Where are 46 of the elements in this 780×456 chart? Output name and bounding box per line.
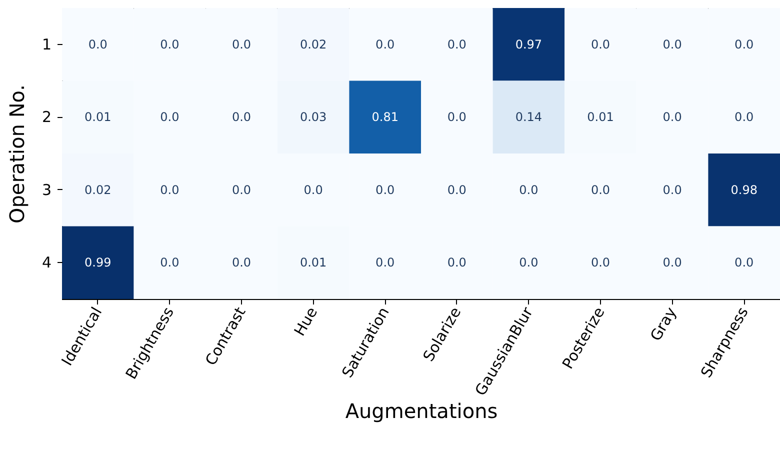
data-label: 0.0	[376, 256, 395, 270]
data-label: 0.02	[300, 37, 327, 52]
data-label: 0.0	[160, 110, 180, 124]
data-label: 0.01	[300, 256, 327, 270]
data-label: 0.0	[447, 110, 466, 124]
data-label: 0.99	[84, 256, 112, 270]
data-label: 0.0	[88, 37, 108, 52]
x-axis-title: Augmentations	[345, 399, 498, 424]
data-label: 0.0	[304, 182, 323, 197]
data-label: 0.0	[519, 182, 538, 197]
data-label: 0.0	[662, 110, 682, 124]
data-label: 0.0	[160, 37, 180, 52]
data-label: 0.0	[590, 256, 610, 270]
y-tick-label: 2	[42, 108, 52, 126]
data-label: 0.01	[84, 110, 112, 124]
data-label: 0.01	[587, 110, 614, 124]
data-label: 0.0	[590, 37, 610, 52]
data-label: 0.0	[734, 110, 754, 124]
data-label: 0.97	[515, 37, 542, 52]
data-label: 0.03	[300, 110, 327, 124]
y-tick-label: 3	[42, 180, 52, 199]
data-label: 0.0	[160, 182, 180, 197]
data-label: 0.0	[662, 182, 682, 197]
data-label: 0.0	[590, 182, 610, 197]
data-label: 0.02	[84, 182, 112, 197]
data-label: 0.81	[372, 110, 398, 124]
data-label: 0.0	[447, 256, 466, 270]
data-label: 0.0	[662, 256, 682, 270]
y-tick-label: 1	[42, 35, 52, 54]
data-label: 0.0	[376, 37, 395, 52]
y-axis-title: Operation No.	[4, 84, 29, 224]
data-label: 0.14	[515, 110, 542, 124]
data-label: 0.0	[376, 182, 395, 197]
data-label: 0.0	[734, 37, 754, 52]
data-label: 0.0	[447, 37, 466, 52]
data-label: 0.0	[160, 256, 180, 270]
data-label: 0.0	[232, 110, 252, 124]
data-label: 0.0	[447, 182, 466, 197]
data-label: 0.0	[232, 256, 252, 270]
data-label: 0.0	[519, 256, 538, 270]
data-label: 0.0	[232, 37, 252, 52]
data-label: 0.0	[734, 256, 754, 270]
data-label: 0.0	[662, 37, 682, 52]
data-label: 0.0	[232, 182, 252, 197]
data-label: 0.98	[730, 182, 758, 197]
y-tick-label: 4	[42, 254, 52, 272]
